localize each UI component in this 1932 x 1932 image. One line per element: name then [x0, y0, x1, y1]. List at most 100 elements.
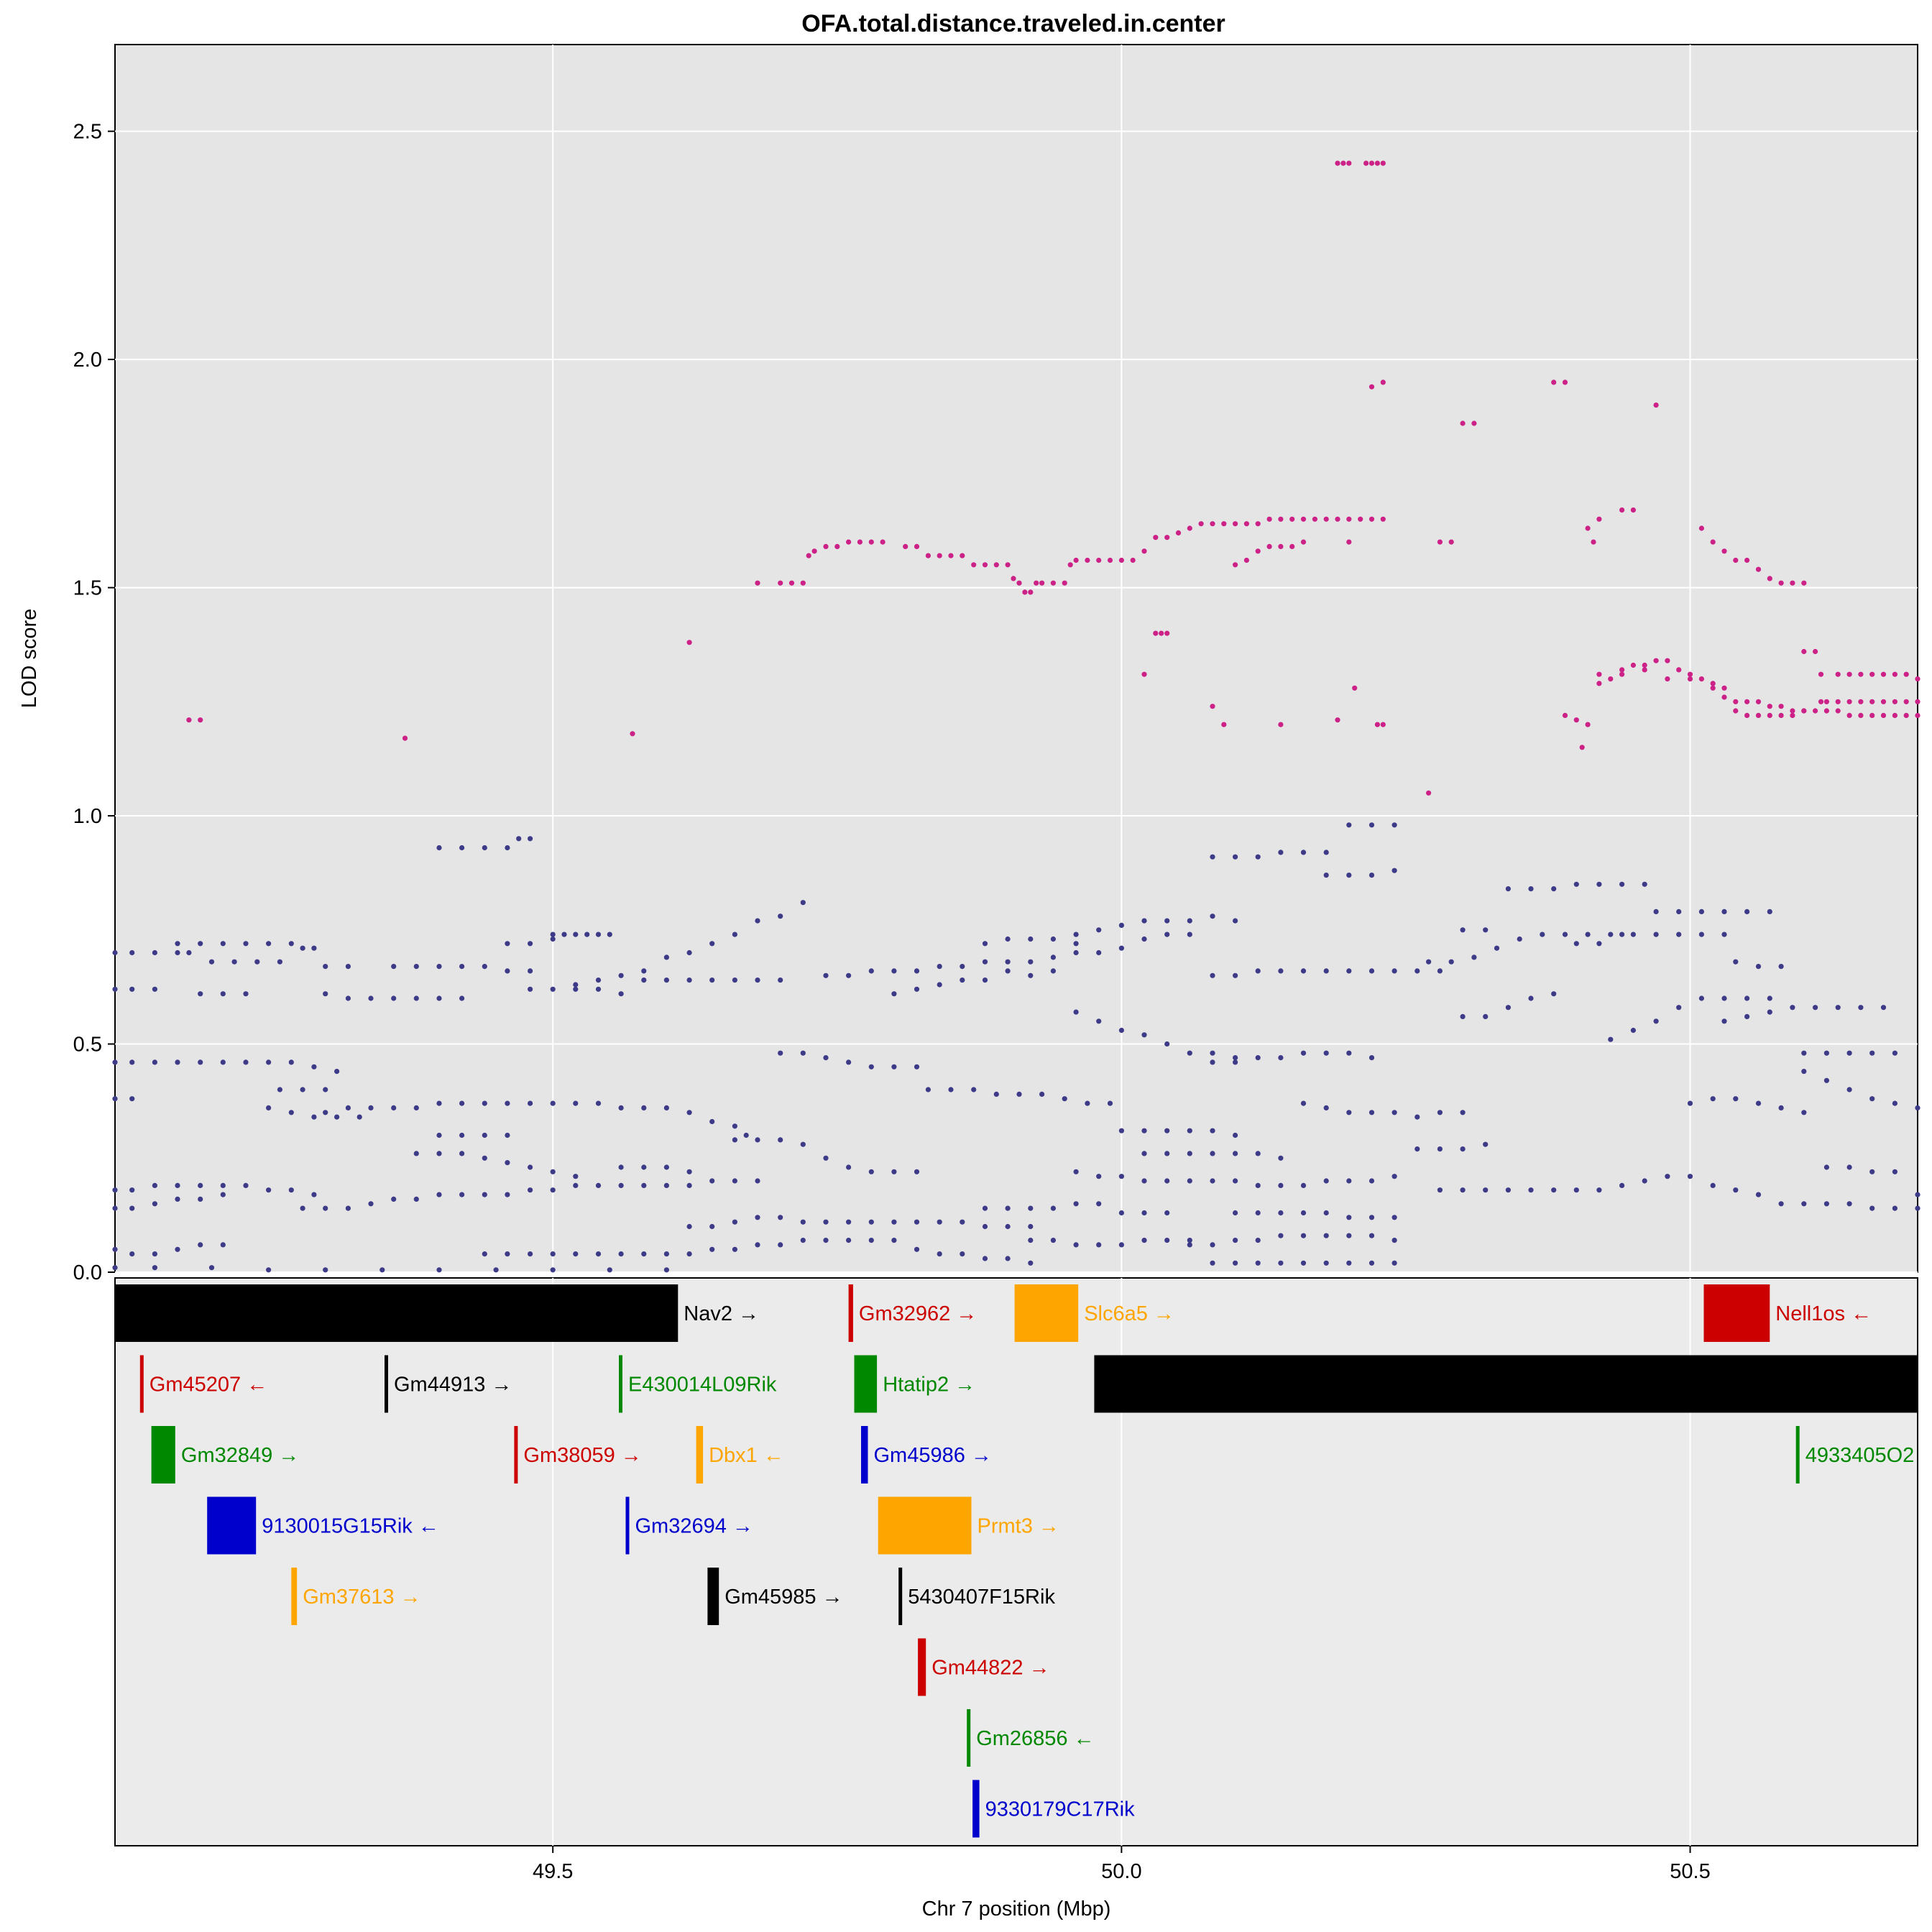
lod-point — [1869, 1096, 1875, 1102]
lod-point — [1579, 745, 1585, 750]
lod-point — [1118, 945, 1124, 951]
gene-bar — [1014, 1284, 1079, 1342]
lod-point — [1823, 1077, 1829, 1083]
lod-point — [1755, 1192, 1762, 1197]
lod-point — [550, 1251, 556, 1257]
lod-point — [1255, 1055, 1261, 1061]
x-tick-label: 49.5 — [533, 1860, 573, 1883]
lod-point — [1733, 1096, 1739, 1102]
lod-point — [550, 1100, 556, 1106]
lod-point — [1778, 1201, 1784, 1207]
gene-bar — [625, 1496, 630, 1555]
lod-point — [573, 982, 579, 988]
lod-point — [1187, 1050, 1192, 1056]
lod-point — [175, 1059, 180, 1065]
lod-point — [528, 986, 533, 992]
lod-point — [1414, 968, 1420, 974]
lod-point — [220, 1242, 226, 1248]
lod-point — [1255, 1260, 1261, 1266]
lod-point — [1823, 708, 1829, 714]
lod-point — [254, 959, 260, 965]
lod-point — [880, 539, 886, 545]
lod-point — [391, 964, 397, 970]
lod-point — [1892, 712, 1898, 719]
lod-point — [732, 932, 737, 937]
lod-point — [1050, 1238, 1056, 1243]
lod-point — [846, 1164, 852, 1170]
lod-point — [1744, 699, 1750, 704]
lod-point — [1028, 1223, 1034, 1230]
lod-point — [1790, 1005, 1795, 1011]
lod-point — [482, 1251, 487, 1257]
lod-point — [1471, 420, 1477, 426]
lod-point — [1676, 667, 1682, 673]
lod-point — [1835, 1005, 1841, 1011]
lod-point — [1744, 995, 1750, 1001]
lod-point — [823, 1055, 829, 1061]
lod-point — [1141, 1238, 1147, 1243]
lod-point — [1141, 1128, 1147, 1133]
lod-point — [1426, 790, 1432, 796]
lod-point — [1755, 964, 1762, 970]
lod-point — [948, 1087, 954, 1092]
lod-point — [1505, 1187, 1511, 1193]
lod-point — [1767, 712, 1772, 719]
lod-point — [1619, 507, 1625, 513]
lod-point — [982, 1205, 988, 1211]
lod-point — [663, 978, 670, 983]
gene-bar — [514, 1426, 518, 1484]
lod-point — [937, 1251, 942, 1257]
lod-point — [1846, 671, 1852, 677]
lod-point — [1698, 525, 1704, 531]
lod-point — [1210, 1050, 1215, 1056]
lod-point — [1243, 557, 1249, 564]
lod-point — [1300, 1182, 1307, 1188]
lod-point — [1118, 557, 1124, 564]
lod-point — [1653, 908, 1659, 914]
lod-point — [1710, 1182, 1716, 1188]
lod-point — [1818, 671, 1824, 677]
lod-point — [1380, 160, 1386, 166]
gene-bar — [151, 1426, 175, 1484]
lod-point — [800, 1219, 806, 1225]
lod-point — [925, 1087, 931, 1092]
lod-point — [1022, 589, 1028, 595]
lod-point — [960, 978, 965, 983]
lod-point — [1562, 932, 1568, 937]
lod-point — [1823, 699, 1829, 704]
lod-point — [505, 845, 510, 851]
lod-point — [1278, 850, 1284, 855]
lod-point — [1767, 576, 1772, 581]
lod-point — [595, 1251, 602, 1257]
lod-point — [1630, 932, 1636, 937]
lod-point — [823, 543, 829, 550]
lod-point — [1210, 914, 1215, 919]
lod-point — [1233, 1238, 1238, 1243]
grid-lines — [115, 45, 1918, 1273]
lod-point — [960, 1219, 965, 1225]
lod-point — [1005, 959, 1011, 965]
lod-point — [1368, 873, 1375, 878]
lod-point — [1903, 712, 1909, 719]
lod-point — [1323, 1233, 1329, 1238]
lod-point — [732, 1137, 737, 1143]
lod-point — [1164, 1151, 1170, 1156]
lod-point — [1210, 1128, 1215, 1133]
lod-point — [413, 1105, 419, 1110]
lod-point — [1823, 1164, 1829, 1170]
lod-point — [1335, 516, 1340, 522]
lod-point — [686, 1223, 692, 1230]
lod-point — [868, 1064, 874, 1070]
lod-point — [152, 1059, 157, 1065]
lod-point — [1278, 968, 1284, 974]
lod-point — [823, 972, 829, 978]
lod-point — [1585, 722, 1591, 727]
lod-point — [1846, 1201, 1852, 1207]
lod-point — [152, 1265, 157, 1271]
lod-point — [1300, 1050, 1307, 1056]
lod-point — [732, 1246, 737, 1252]
lod-point — [1767, 1009, 1772, 1015]
lod-point — [1323, 968, 1329, 974]
lod-point — [573, 1174, 579, 1179]
lod-point — [1733, 708, 1739, 714]
